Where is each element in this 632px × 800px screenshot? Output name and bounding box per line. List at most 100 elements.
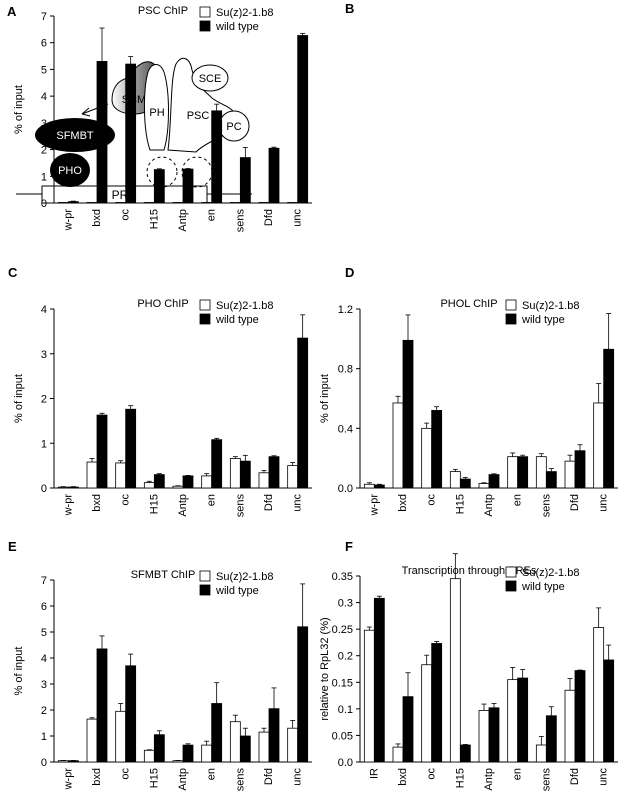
category-label: H15 [148,209,160,229]
arrow-head [81,107,91,117]
y-axis-label: % of input [13,374,25,423]
category-label: oc [120,209,132,221]
bar-w-pr-mutant [57,486,69,489]
y-tick-label: 0.05 [332,730,353,742]
bar-en-wild-type [211,703,223,763]
bar-unc-mutant [287,465,299,489]
panel-label: B [345,1,354,16]
chart-title: SFMBT ChIP [131,569,196,581]
pho-label: PHO [58,165,82,177]
bar-H15-wild-type [153,734,165,763]
category-label: bxd [91,209,103,227]
y-tick-label: 4 [41,304,47,316]
legend-label: wild type [521,581,565,593]
category-label: oc [120,494,132,506]
ph-label: PH [149,107,164,119]
category-label: Dfd [263,768,275,785]
legend-label: Su(z)2-1.b8 [216,7,273,19]
category-label: Antp [177,768,189,791]
bar-en-wild-type [211,439,223,489]
bar-w-pr-mutant [363,483,375,489]
legend-label: wild type [215,314,259,326]
category-label: bxd [397,494,409,512]
bar-bxd-mutant [392,746,404,763]
bar-w-pr-wild-type [373,484,385,489]
bar-oc-wild-type [125,408,137,489]
bar-bxd-mutant [86,718,98,763]
category-label: w-pr [62,768,74,791]
bar-bxd-wild-type [402,696,414,763]
bar-sens-wild-type [545,471,557,489]
legend-swatch [199,6,211,18]
panel-label: C [8,265,18,280]
bar-en-mutant [201,475,213,489]
legend-swatch [505,313,517,325]
bar-unc-wild-type [297,337,309,489]
bar-H15-mutant [449,578,461,763]
bar-bxd-mutant [86,202,98,204]
y-tick-label: 0.2 [338,651,353,663]
bar-oc-wild-type [431,410,443,489]
bar-unc-wild-type [603,348,615,489]
y-tick-label: 7 [41,575,47,587]
chart-title: PHO ChIP [137,298,188,310]
category-label: en [206,494,218,506]
bar-sens-wild-type [239,460,251,489]
bar-en-mutant [507,679,519,763]
bar-bxd-wild-type [96,414,108,489]
bar-unc-wild-type [603,659,615,763]
bar-bxd-mutant [392,402,404,489]
category-label: Antp [483,768,495,791]
category-label: Antp [483,494,495,517]
pho-protein [50,153,90,187]
category-label: sens [540,768,552,792]
bar-H15-mutant [143,202,155,204]
bar-Dfd-mutant [258,731,270,763]
bar-bxd-wild-type [402,339,414,489]
y-tick-label: 1.2 [338,304,353,316]
category-label: bxd [397,768,409,786]
category-label: H15 [148,768,160,788]
ph-protein [143,64,169,151]
bar-unc-wild-type [297,626,309,763]
category-label: Dfd [263,494,275,511]
bar-en-wild-type [517,677,529,763]
bar-oc-wild-type [125,665,137,763]
bar-Antp-wild-type [488,707,500,763]
bar-H15-mutant [143,749,155,763]
bar-Antp-mutant [172,485,184,489]
category-label: sens [540,494,552,518]
category-label: w-pr [62,494,74,517]
y-tick-label: 0.8 [338,364,353,376]
chart-panel-pho: C PHO ChIP 0 1 2 3 4 % of input w-pr bxd oc H15 Antp… [8,265,312,517]
category-label: w-pr [62,209,74,232]
bar-H15-wild-type [153,474,165,489]
bar-H15-wild-type [459,744,471,763]
pc-label: PC [226,121,241,133]
bar-Dfd-wild-type [268,456,280,489]
bar-Dfd-mutant [564,689,576,763]
bar-Antp-wild-type [182,168,194,204]
bar-oc-mutant [115,462,127,489]
bar-sens-mutant [535,456,547,489]
panel-label: D [345,265,354,280]
category-label: bxd [91,494,103,512]
bar-Dfd-mutant [564,460,576,489]
category-label: bxd [91,768,103,786]
bar-sens-wild-type [239,157,251,204]
category-label: unc [292,209,304,227]
chart-panel-psc: B PSC ChIP 0 1 2 3 4 5 6 7 % of input w-pr bxd oc H15 A… [13,1,354,232]
bar-sens-wild-type [545,715,557,763]
y-axis-label: % of input [13,647,25,696]
category-label: oc [120,768,132,780]
legend-label: Su(z)2-1.b8 [522,567,579,579]
y-tick-label: 3 [41,349,47,361]
bar-bxd-mutant [86,461,98,489]
y-tick-label: 5 [41,627,47,639]
dashed-dna-binding-left [146,156,178,188]
y-axis-label: % of input [319,374,331,423]
bar-Antp-mutant [172,202,184,204]
bar-Antp-wild-type [488,474,500,489]
chart-title: Transcription through PREs [402,565,537,577]
bar-oc-mutant [421,427,433,489]
